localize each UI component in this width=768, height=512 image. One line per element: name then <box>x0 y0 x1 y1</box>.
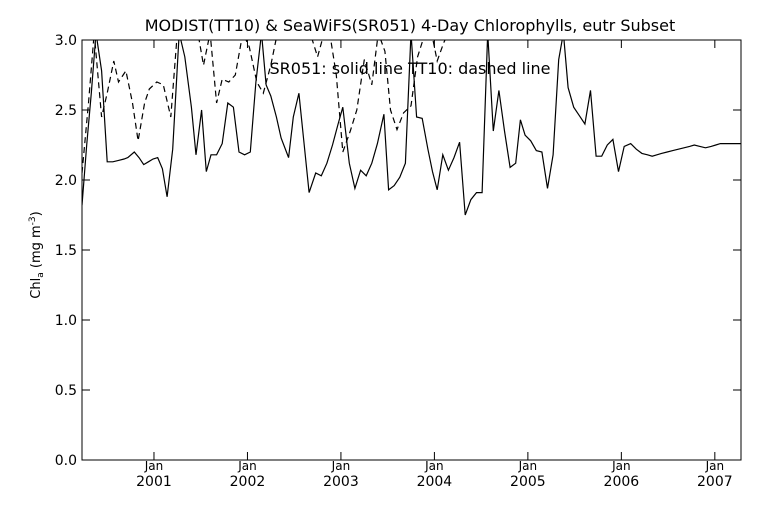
axes: 0.00.51.01.52.02.53.0Jan2001Jan2002Jan20… <box>55 33 741 490</box>
y-axis-label-exponent: -3 <box>28 216 38 225</box>
x-tick-year-label: 2007 <box>697 474 733 490</box>
series-line-tt10 <box>82 40 446 174</box>
x-tick-year-label: 2002 <box>230 474 266 490</box>
y-tick-label: 1.0 <box>55 313 77 329</box>
x-tick-month-label: Jan <box>331 459 351 473</box>
y-axis-label-units-suffix: ) <box>29 211 44 216</box>
x-tick-month-label: Jan <box>611 459 631 473</box>
x-tick-year-label: 2005 <box>510 474 546 490</box>
plot-frame <box>81 39 742 461</box>
y-axis-label: Chla (mg m-3) <box>28 211 46 298</box>
y-tick-label: 2.5 <box>55 103 77 119</box>
x-tick-month-label: Jan <box>518 459 538 473</box>
x-tick-month-label: Jan <box>705 459 725 473</box>
series-line-sr051 <box>82 40 741 216</box>
chart-title: MODIST(TT10) & SeaWiFS(SR051) 4-Day Chlo… <box>145 16 676 35</box>
x-tick-year-label: 2003 <box>323 474 359 490</box>
x-tick-month-label: Jan <box>144 459 164 473</box>
x-tick-year-label: 2006 <box>604 474 640 490</box>
series-layer <box>82 40 741 216</box>
y-axis-label-main: Chl <box>29 278 44 299</box>
x-tick-year-label: 2001 <box>136 474 172 490</box>
y-tick-label: 1.5 <box>55 243 77 259</box>
y-tick-label: 0.0 <box>55 453 77 469</box>
y-axis-label-subscript: a <box>36 272 46 278</box>
x-tick-month-label: Jan <box>237 459 257 473</box>
x-tick-month-label: Jan <box>424 459 444 473</box>
y-axis-label-units: (mg m <box>29 225 44 268</box>
y-tick-label: 0.5 <box>55 383 77 399</box>
y-tick-label: 2.0 <box>55 173 77 189</box>
y-tick-label: 3.0 <box>55 33 77 49</box>
x-tick-year-label: 2004 <box>417 474 453 490</box>
